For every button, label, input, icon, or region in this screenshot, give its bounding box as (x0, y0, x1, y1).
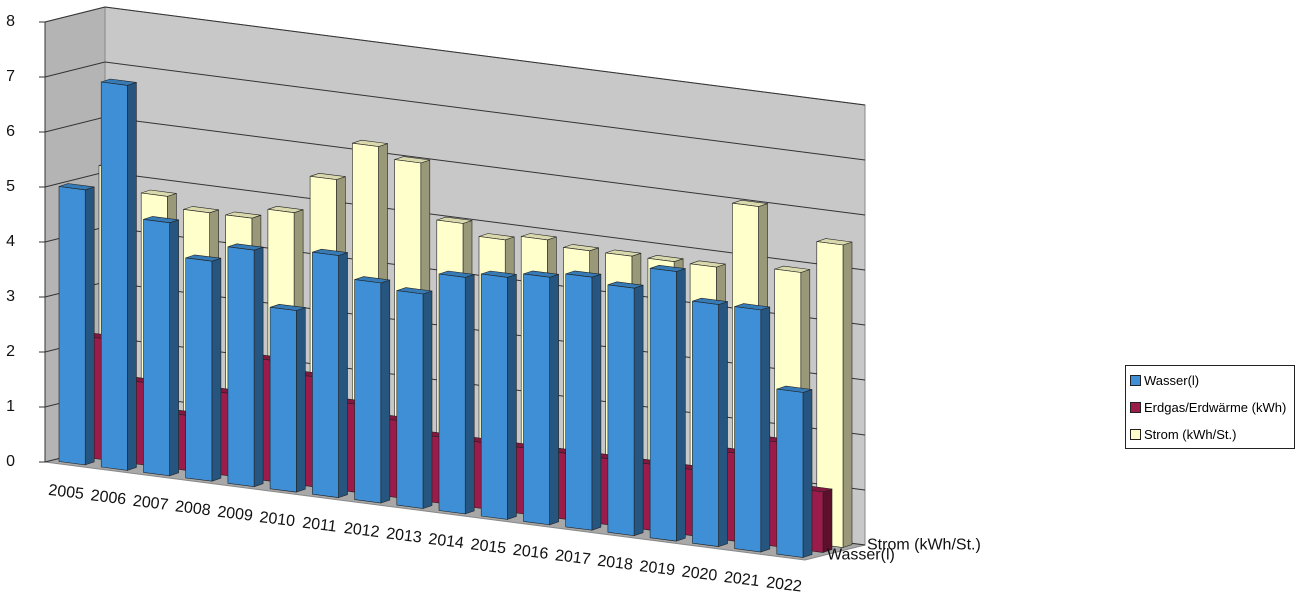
bar-side (760, 306, 771, 553)
bar (312, 251, 339, 498)
x-tick-label: 2012 (343, 520, 381, 541)
bar-side (822, 488, 833, 553)
legend-item: Strom (kWh/St.) (1130, 427, 1290, 442)
x-tick-label: 2005 (47, 482, 85, 503)
bar (607, 284, 635, 537)
legend-label: Wasser(l) (1144, 373, 1200, 388)
bar (523, 273, 550, 526)
x-tick-label: 2015 (470, 536, 508, 557)
grid-line (44, 61, 866, 161)
legend-item: Erdgas/Erdwärme (kWh) (1130, 400, 1290, 415)
legend-swatch (1130, 375, 1141, 386)
legend-label: Strom (kWh/St.) (1144, 427, 1237, 442)
x-tick-label: 2014 (427, 531, 465, 552)
x-tick-label: 2008 (174, 498, 212, 519)
x-tick-label: 2020 (681, 564, 719, 585)
x-tick-label: 2010 (259, 509, 297, 530)
bar (776, 388, 804, 558)
chart: 0 1 2 3 4 5 6 7 8 2005 2006 2007 2008 2009 2010 2011 201… (6, 6, 981, 596)
bar (438, 273, 466, 515)
y-tick-label: 4 (6, 233, 15, 250)
bar-side (380, 279, 391, 504)
bar (396, 290, 424, 509)
bar (100, 81, 128, 471)
bar-side (127, 81, 137, 471)
bar (480, 273, 508, 520)
x-tick-label: 2013 (385, 525, 423, 546)
legend-swatch (1130, 429, 1141, 440)
x-tick-label: 2018 (596, 553, 634, 574)
bar-side (675, 268, 686, 542)
legend-swatch (1130, 402, 1141, 413)
bar-side (464, 273, 475, 515)
bar (354, 279, 382, 504)
bar-side (633, 284, 644, 537)
bar-side (422, 290, 433, 509)
bar (185, 257, 213, 482)
bar (565, 273, 593, 531)
depth-label: Wasser(l) (827, 547, 895, 564)
bar-side (253, 246, 264, 488)
y-tick-label: 7 (6, 68, 15, 85)
bar (692, 300, 719, 547)
y-tick-label: 6 (6, 123, 15, 140)
bar (734, 306, 762, 553)
y-tick-label: 0 (6, 453, 15, 470)
x-tick-label: 2007 (132, 493, 170, 514)
y-tick-label: 3 (6, 288, 15, 305)
legend: Wasser(l) Erdgas/Erdwärme (kWh) Strom (kWh… (1125, 365, 1295, 449)
bar-side (549, 273, 559, 526)
y-tick-label: 2 (6, 343, 15, 360)
x-tick-label: 2016 (512, 542, 550, 563)
x-tick-label: 2017 (554, 547, 592, 568)
bar-side (338, 252, 348, 499)
bar (649, 267, 677, 542)
bar (269, 306, 297, 493)
bar-side (295, 307, 306, 493)
bar-side (169, 219, 179, 477)
y-tick-label: 5 (6, 178, 15, 195)
grid-line (44, 6, 866, 106)
bar-side (802, 389, 813, 558)
x-tick-label: 2022 (765, 574, 803, 595)
y-tick-label: 8 (6, 13, 15, 30)
bar (58, 186, 86, 466)
depth-label: Strom (kWh/St.) (867, 537, 981, 554)
x-tick-label: 2006 (90, 487, 128, 508)
bar-side (591, 273, 602, 531)
bar-side (718, 301, 728, 548)
y-tick-label: 1 (6, 398, 15, 415)
bar (227, 246, 255, 488)
bar-side (84, 186, 95, 466)
bar-side (507, 273, 517, 520)
bar (816, 241, 844, 548)
x-tick-label: 2009 (216, 504, 254, 525)
legend-label: Erdgas/Erdwärme (kWh) (1144, 400, 1287, 415)
bar-side (211, 257, 222, 482)
x-tick-label: 2019 (639, 558, 677, 579)
x-tick-label: 2011 (301, 515, 337, 536)
x-tick-label: 2021 (723, 569, 761, 590)
bar (143, 219, 170, 477)
bar-side (842, 241, 853, 548)
legend-item: Wasser(l) (1130, 373, 1290, 388)
